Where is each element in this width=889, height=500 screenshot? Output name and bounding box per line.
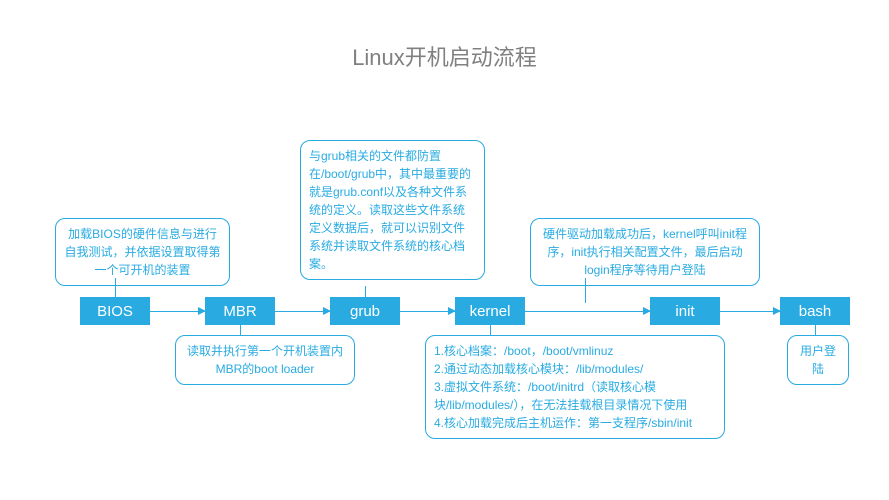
note-bios: 加载BIOS的硬件信息与进行自我测试，并依据设置取得第一个可开机的装置 (55, 218, 230, 286)
connector-bios (115, 278, 116, 297)
arrow-2 (400, 311, 455, 312)
note-grub: 与grub相关的文件都防置在/boot/grub中，其中最重要的就是grub.c… (300, 140, 485, 280)
connector-mbr (240, 325, 241, 335)
stage-bios: BIOS (80, 297, 150, 325)
arrow-1 (275, 311, 330, 312)
arrow-0 (150, 311, 205, 312)
note-bash: 用户登陆 (787, 335, 849, 385)
stage-kernel: kernel (455, 297, 525, 325)
connector-bash (815, 325, 816, 335)
flowchart-canvas: BIOS MBR grub kernel init bash 加载BIOS的硬件信息与进行自… (0, 0, 889, 500)
arrow-4 (720, 311, 780, 312)
stage-init: init (650, 297, 720, 325)
note-kernel_top: 硬件驱动加载成功后，kernel呼叫init程序，init执行相关配置文件，最后… (530, 218, 760, 286)
note-mbr: 读取并执行第一个开机装置内MBR的boot loader (175, 335, 355, 385)
stage-mbr: MBR (205, 297, 275, 325)
arrow-3 (525, 311, 650, 312)
connector-kernel_bot (490, 325, 491, 335)
stage-grub: grub (330, 297, 400, 325)
connector-grub (365, 286, 366, 297)
note-kernel_bot: 1.核心档案：/boot，/boot/vmlinuz 2.通过动态加载核心模块：… (425, 335, 725, 439)
stage-bash: bash (780, 297, 850, 325)
connector-kernel_top (585, 278, 586, 303)
